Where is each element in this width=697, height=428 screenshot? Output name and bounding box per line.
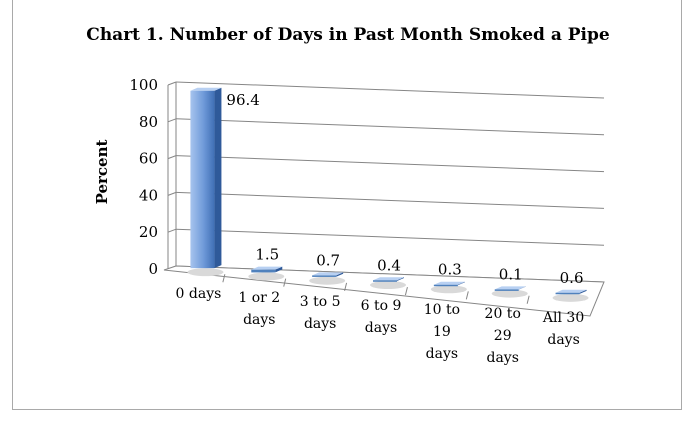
category-label: 20 to 29 days: [485, 306, 521, 366]
bars-layer: [187, 87, 589, 302]
bar-top: [190, 87, 222, 91]
data-label: 0.7: [316, 251, 340, 269]
bar-shadow: [491, 289, 528, 298]
category-tick-mark: [344, 282, 348, 291]
bar: [433, 284, 458, 287]
gridline: [175, 155, 605, 173]
category-label: All 30 days: [542, 310, 584, 348]
bar: [251, 269, 276, 273]
category-tick-mark: [404, 287, 408, 296]
bar-side: [336, 272, 344, 277]
data-label: 0.4: [377, 256, 401, 274]
category-tick-mark: [465, 291, 469, 300]
y-tick-label: 40: [139, 186, 158, 204]
category-label: 6 to 9 days: [361, 298, 402, 336]
gridline: [175, 228, 605, 246]
bar-shadow: [552, 293, 589, 302]
y-axis-label: Percent: [93, 140, 111, 205]
labels-layer: 0 20 40 60 80 100 96.4 0 days 1.5 1 or 2 days 0.7 3 …: [129, 76, 584, 366]
bar: [373, 280, 397, 282]
bar-shadow: [430, 285, 467, 294]
y-tick-label: 0: [148, 260, 158, 278]
gridline: [175, 191, 605, 209]
bar-side: [579, 289, 587, 294]
data-label: 0.1: [499, 265, 523, 283]
category-tick-mark: [222, 274, 226, 283]
chart-frame: [12, 0, 682, 410]
data-label: 0.3: [438, 261, 462, 279]
bar-shadow: [370, 281, 406, 289]
bar: [494, 289, 519, 291]
bar-side: [457, 281, 465, 286]
bar-shadow: [309, 276, 346, 285]
gridline: [175, 118, 605, 136]
y-tick-label: 20: [139, 223, 158, 241]
y-tick-label: 100: [129, 76, 158, 94]
data-label: 1.5: [255, 246, 279, 264]
data-label: 96.4: [226, 91, 259, 109]
chart-title: Chart 1. Number of Days in Past Month Sm…: [86, 25, 610, 45]
y-tick-mark: [167, 155, 177, 160]
y-tick-label: 80: [139, 113, 158, 131]
bar: [555, 292, 580, 295]
y-tick-label: 60: [139, 150, 158, 168]
category-tick-mark: [283, 278, 287, 287]
category-label: 10 to 19 days: [424, 302, 460, 362]
category-label: 0 days: [176, 286, 222, 302]
bar-top: [494, 286, 526, 290]
data-label: 0.6: [560, 269, 584, 287]
bar-side: [518, 286, 526, 290]
bar-top: [373, 277, 404, 281]
bar-top: [433, 281, 465, 285]
bar-shadow: [187, 268, 224, 277]
bar: [190, 90, 215, 269]
category-label: 1 or 2 days: [238, 290, 280, 328]
bar-shadow: [248, 272, 285, 281]
bar-top: [251, 266, 283, 270]
y-tick-mark: [167, 81, 177, 86]
bar-side: [214, 87, 222, 269]
category-label: 3 to 5 days: [300, 294, 341, 332]
bar: [312, 275, 337, 277]
y-tick-mark: [167, 228, 177, 233]
y-tick-mark: [167, 191, 177, 196]
category-tick-mark: [526, 295, 530, 304]
gridline: [175, 81, 605, 99]
y-tick-mark: [167, 118, 177, 123]
bar-top: [312, 272, 344, 276]
bar-side: [275, 266, 283, 273]
bar-top: [555, 289, 587, 293]
bar-side: [397, 277, 404, 281]
